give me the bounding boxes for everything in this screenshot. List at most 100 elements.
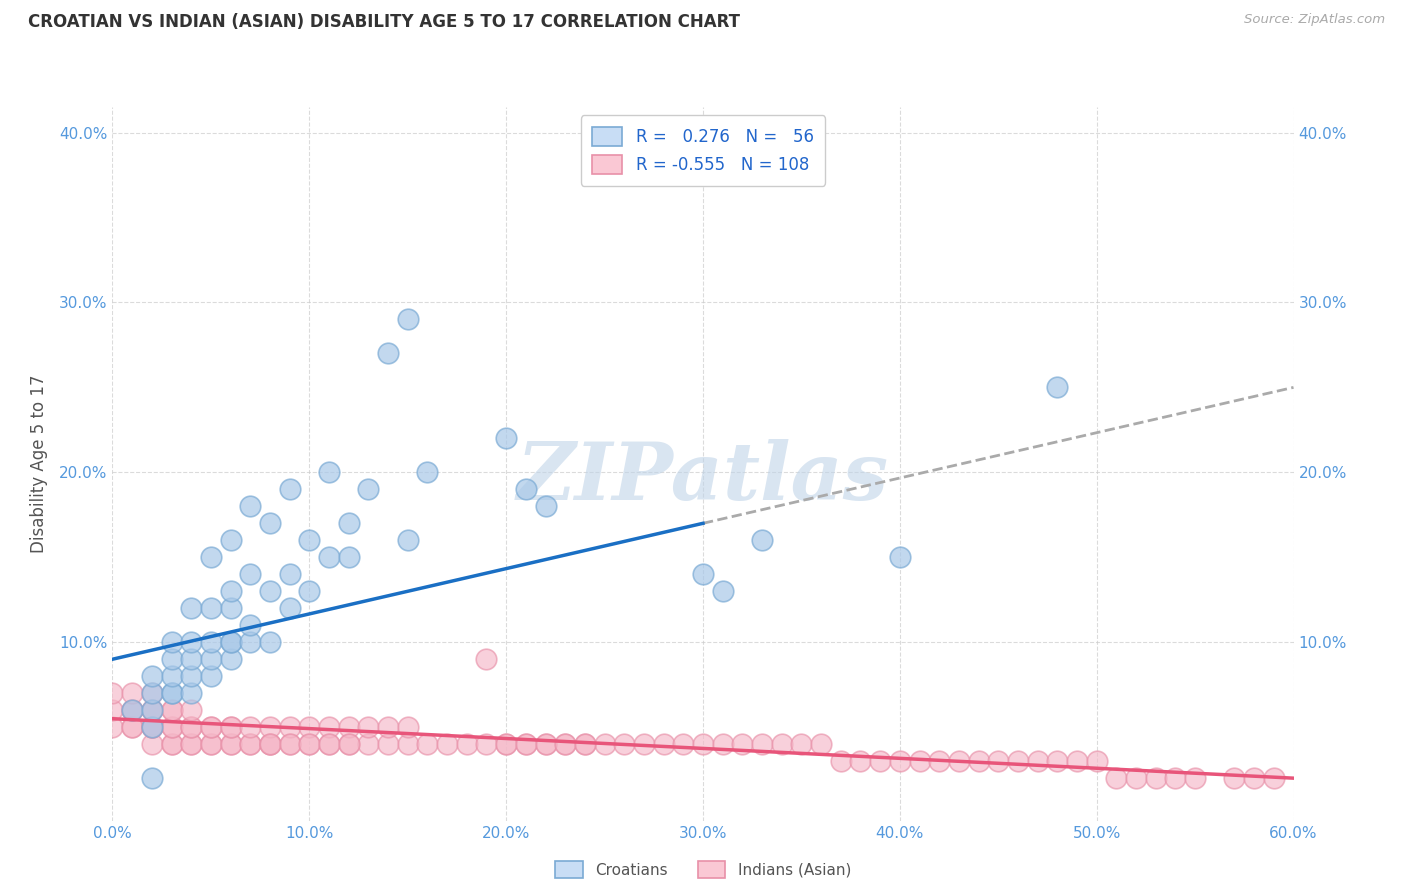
- Text: Source: ZipAtlas.com: Source: ZipAtlas.com: [1244, 13, 1385, 27]
- Point: [1263, 771, 1285, 785]
- Point: [1066, 754, 1088, 768]
- Point: [239, 500, 262, 514]
- Point: [180, 652, 202, 666]
- Point: [318, 550, 340, 565]
- Point: [357, 737, 380, 751]
- Point: [1085, 754, 1108, 768]
- Point: [298, 584, 321, 599]
- Point: [298, 720, 321, 734]
- Point: [141, 686, 163, 700]
- Point: [495, 737, 517, 751]
- Point: [396, 312, 419, 326]
- Point: [554, 737, 576, 751]
- Point: [869, 754, 891, 768]
- Point: [1046, 754, 1069, 768]
- Point: [160, 635, 183, 649]
- Point: [1026, 754, 1049, 768]
- Point: [200, 652, 222, 666]
- Point: [101, 686, 124, 700]
- Point: [908, 754, 931, 768]
- Point: [652, 737, 675, 751]
- Point: [337, 516, 360, 531]
- Point: [141, 703, 163, 717]
- Point: [830, 754, 852, 768]
- Point: [200, 550, 222, 565]
- Point: [160, 720, 183, 734]
- Point: [1164, 771, 1187, 785]
- Point: [318, 466, 340, 480]
- Point: [751, 533, 773, 548]
- Point: [160, 652, 183, 666]
- Point: [574, 737, 596, 751]
- Point: [160, 737, 183, 751]
- Point: [160, 703, 183, 717]
- Point: [337, 737, 360, 751]
- Point: [141, 669, 163, 683]
- Point: [160, 686, 183, 700]
- Point: [593, 737, 616, 751]
- Point: [475, 737, 498, 751]
- Point: [1243, 771, 1265, 785]
- Point: [692, 737, 714, 751]
- Point: [574, 737, 596, 751]
- Point: [101, 720, 124, 734]
- Point: [298, 533, 321, 548]
- Point: [180, 703, 202, 717]
- Point: [534, 500, 557, 514]
- Point: [239, 567, 262, 582]
- Point: [259, 737, 281, 751]
- Point: [259, 737, 281, 751]
- Point: [141, 720, 163, 734]
- Point: [259, 516, 281, 531]
- Point: [1125, 771, 1147, 785]
- Point: [278, 737, 301, 751]
- Point: [219, 720, 242, 734]
- Point: [337, 550, 360, 565]
- Point: [200, 720, 222, 734]
- Point: [121, 703, 143, 717]
- Point: [396, 533, 419, 548]
- Point: [889, 754, 911, 768]
- Point: [259, 635, 281, 649]
- Text: ZIPatlas: ZIPatlas: [517, 440, 889, 516]
- Point: [219, 720, 242, 734]
- Point: [160, 720, 183, 734]
- Point: [180, 635, 202, 649]
- Point: [141, 703, 163, 717]
- Legend: Croatians, Indians (Asian): Croatians, Indians (Asian): [548, 855, 858, 884]
- Point: [200, 737, 222, 751]
- Point: [200, 601, 222, 615]
- Point: [534, 737, 557, 751]
- Point: [160, 737, 183, 751]
- Point: [239, 635, 262, 649]
- Point: [357, 720, 380, 734]
- Point: [475, 652, 498, 666]
- Point: [790, 737, 813, 751]
- Point: [731, 737, 754, 751]
- Point: [121, 703, 143, 717]
- Point: [318, 737, 340, 751]
- Point: [692, 567, 714, 582]
- Point: [160, 686, 183, 700]
- Point: [160, 669, 183, 683]
- Point: [889, 550, 911, 565]
- Point: [141, 737, 163, 751]
- Point: [180, 720, 202, 734]
- Point: [928, 754, 950, 768]
- Point: [967, 754, 990, 768]
- Point: [1046, 380, 1069, 394]
- Point: [141, 720, 163, 734]
- Point: [200, 669, 222, 683]
- Point: [200, 720, 222, 734]
- Point: [180, 601, 202, 615]
- Point: [1105, 771, 1128, 785]
- Point: [849, 754, 872, 768]
- Point: [495, 431, 517, 445]
- Point: [672, 737, 695, 751]
- Point: [219, 737, 242, 751]
- Point: [1223, 771, 1246, 785]
- Point: [318, 720, 340, 734]
- Point: [416, 466, 439, 480]
- Point: [200, 635, 222, 649]
- Point: [141, 771, 163, 785]
